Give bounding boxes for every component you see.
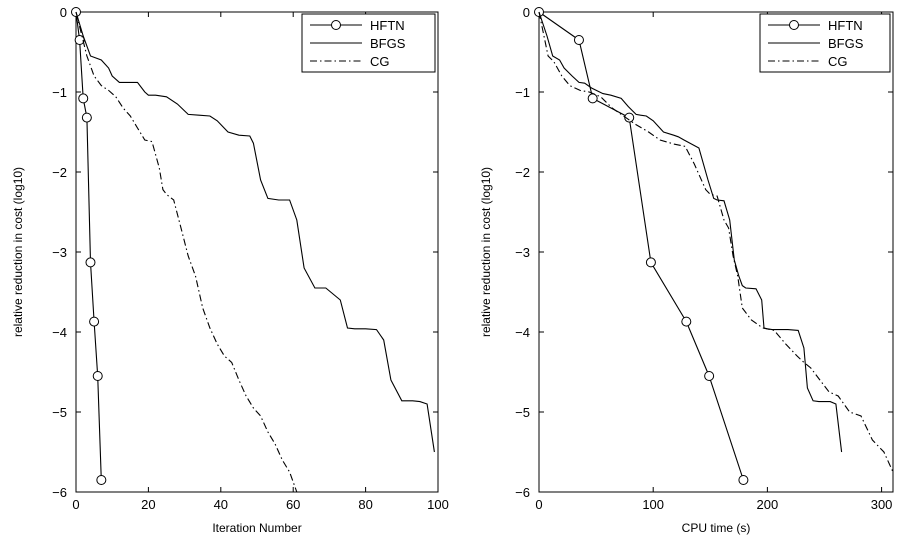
y-axis-label: relative reduction in cost (log10)	[11, 167, 25, 337]
y-tick-label: −1	[515, 85, 530, 100]
data-point-hftn	[85, 257, 96, 268]
data-point-hftn	[704, 371, 715, 381]
data-point-hftn	[573, 35, 584, 45]
x-tick-label: 20	[141, 497, 155, 512]
chart-panel-1: 0 20 40 60 80 100 0 −1 −2 −3 −4 −5 −6 Iteration Numbe…	[11, 5, 449, 535]
series-line-hftn	[538, 11, 744, 481]
series-line-bfgs	[75, 11, 435, 453]
x-tick-label: 40	[214, 497, 228, 512]
legend: HFTN BFGS CG	[301, 13, 436, 73]
legend-marker	[789, 20, 799, 30]
data-point-hftn	[738, 475, 749, 485]
data-point-hftn	[645, 257, 656, 268]
legend-label-cg: CG	[828, 54, 848, 69]
data-point-hftn	[681, 316, 692, 327]
y-tick-label: 0	[523, 5, 530, 20]
y-tick-label: −2	[515, 165, 530, 180]
y-tick-label: −5	[515, 405, 530, 420]
data-point-hftn	[81, 112, 92, 123]
chart-panel-2: 0 100 200 300 0 −1 −2 −3 −4 −5 −6 CPU time (s) relat…	[479, 5, 894, 535]
x-tick-label: 0	[72, 497, 79, 512]
y-tick-label: −3	[515, 245, 530, 260]
legend-label-hftn: HFTN	[828, 18, 863, 33]
legend-label-hftn: HFTN	[370, 18, 405, 33]
plot-frame	[538, 11, 894, 493]
data-point-hftn	[89, 316, 100, 327]
data-point-hftn	[74, 35, 85, 45]
legend-marker	[331, 20, 341, 30]
x-tick-label: 200	[757, 497, 779, 512]
y-tick-label: −6	[515, 485, 530, 500]
data-point-hftn	[624, 112, 635, 123]
data-point-hftn	[92, 371, 103, 381]
x-tick-label: 0	[535, 497, 542, 512]
y-tick-label: −6	[52, 485, 67, 500]
series-line-bfgs	[538, 11, 843, 453]
series-line-cg	[75, 11, 298, 493]
y-tick-label: −1	[52, 85, 67, 100]
y-tick-label: −4	[515, 325, 530, 340]
legend-label-cg: CG	[370, 54, 390, 69]
plot-frame	[75, 11, 439, 493]
x-tick-label: 80	[358, 497, 372, 512]
x-axis-label: Iteration Number	[212, 521, 301, 535]
y-axis-label: relative reduction in cost (log10)	[479, 167, 493, 337]
x-tick-label: 300	[871, 497, 893, 512]
series-line-cg	[538, 11, 894, 473]
y-tick-label: −3	[52, 245, 67, 260]
legend: HFTN BFGS CG	[759, 13, 891, 73]
data-point-hftn	[587, 93, 598, 104]
y-tick-label: −5	[52, 405, 67, 420]
data-point-hftn	[78, 93, 89, 104]
x-axis-label: CPU time (s)	[682, 521, 751, 535]
legend-label-bfgs: BFGS	[370, 36, 406, 51]
legend-label-bfgs: BFGS	[828, 36, 864, 51]
y-tick-label: −4	[52, 325, 67, 340]
series-line-hftn	[75, 11, 102, 481]
y-tick-label: 0	[60, 5, 67, 20]
x-tick-label: 100	[642, 497, 664, 512]
x-tick-label: 100	[427, 497, 449, 512]
data-point-hftn	[96, 475, 107, 485]
x-tick-label: 60	[286, 497, 300, 512]
y-tick-label: −2	[52, 165, 67, 180]
